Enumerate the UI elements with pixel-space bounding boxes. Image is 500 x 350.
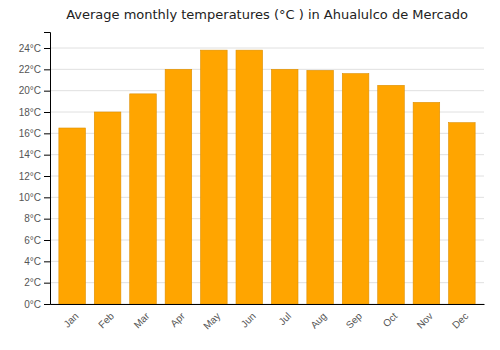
- bar: [413, 102, 440, 304]
- tick-label: Sep: [344, 310, 365, 331]
- tick-mark: [44, 283, 50, 284]
- tick: 10°C: [19, 192, 50, 203]
- tick-label: 12°C: [19, 171, 41, 182]
- grid-line: [50, 48, 484, 49]
- tick-label: Jul: [276, 310, 293, 327]
- bar: [236, 50, 263, 304]
- tick: Sep: [344, 310, 365, 331]
- tick: 24°C: [19, 43, 50, 54]
- bar: [307, 70, 334, 304]
- tick: 4°C: [24, 256, 50, 267]
- tick-mark: [44, 133, 50, 134]
- grid-line: [50, 69, 484, 70]
- tick: Jun: [239, 310, 258, 329]
- tick: 16°C: [19, 128, 50, 139]
- tick: 6°C: [24, 235, 50, 246]
- tick: 14°C: [19, 149, 50, 160]
- tick-mark: [44, 240, 50, 241]
- y-axis: 0°C 2°C 4°C 6°C 8°C 10°C 12°C 14°C 16°C 18°C 20°C 2…: [19, 33, 51, 310]
- tick-label: 14°C: [19, 149, 41, 160]
- tick-label: 20°C: [19, 85, 41, 96]
- tick-mark: [44, 261, 50, 262]
- bar: [165, 69, 192, 304]
- bar: [342, 74, 369, 304]
- tick: 20°C: [19, 85, 50, 96]
- tick: Aug: [308, 310, 328, 330]
- grid-line: [50, 90, 484, 91]
- title: Average monthly temperatures (°C ) in Ah…: [66, 7, 468, 22]
- tick-mark: [44, 69, 50, 70]
- plot-area: [59, 50, 475, 304]
- tick-label: 16°C: [19, 128, 41, 139]
- tick: Mar: [132, 310, 152, 330]
- tick-mark: [44, 112, 50, 113]
- tick-label: 10°C: [19, 192, 41, 203]
- tick-mark: [44, 155, 50, 156]
- tick-label: Apr: [168, 310, 187, 329]
- grid: [50, 48, 484, 304]
- tick-label: 6°C: [24, 235, 41, 246]
- tick: 12°C: [19, 171, 50, 182]
- tick: 2°C: [24, 277, 50, 288]
- tick: Jul: [276, 310, 293, 327]
- bar: [449, 123, 476, 304]
- bar: [130, 94, 157, 304]
- tick: 18°C: [19, 107, 50, 118]
- bar: [271, 69, 298, 304]
- tick-mark: [44, 219, 50, 220]
- tick: Oct: [381, 310, 400, 329]
- tick: 22°C: [19, 64, 50, 75]
- tick-label: 0°C: [24, 299, 41, 310]
- tick-label: Nov: [415, 310, 435, 330]
- bar: [378, 85, 405, 304]
- tick: Feb: [96, 310, 116, 330]
- tick-mark: [44, 304, 50, 305]
- tick-label: 22°C: [19, 64, 41, 75]
- bar: [94, 112, 121, 304]
- tick-label: May: [201, 310, 222, 331]
- tick: May: [201, 310, 222, 331]
- tick-label: Feb: [96, 310, 116, 330]
- tick-label: 8°C: [24, 213, 41, 224]
- tick: Dec: [450, 310, 470, 330]
- tick: Jan: [61, 310, 80, 329]
- bar: [201, 50, 228, 304]
- tick: Nov: [415, 310, 435, 330]
- tick-mark: [44, 176, 50, 177]
- x-axis: Jan Feb Mar Apr May Jun Jul Aug Sep Oct Nov Dec: [51, 305, 485, 332]
- tick-mark: [44, 48, 50, 49]
- tick-label: 18°C: [19, 107, 41, 118]
- tick-label: 4°C: [24, 256, 41, 267]
- tick: 8°C: [24, 213, 50, 224]
- tick: 0°C: [24, 299, 50, 310]
- tick-mark: [44, 91, 50, 92]
- tick-label: Jan: [61, 310, 80, 329]
- tick-label: Oct: [381, 310, 400, 329]
- tick-label: Mar: [132, 310, 152, 330]
- tick: Apr: [168, 310, 187, 329]
- tick-label: Dec: [450, 310, 470, 330]
- tick-label: Aug: [308, 310, 328, 330]
- tick-label: Jun: [239, 310, 258, 329]
- tick-mark: [44, 197, 50, 198]
- tick-label: 2°C: [24, 277, 41, 288]
- bar: [59, 128, 86, 304]
- axis-line: [51, 304, 485, 305]
- chart: 0°C 2°C 4°C 6°C 8°C 10°C 12°C 14°C 16°C 18°C 20°C 2…: [0, 0, 500, 350]
- axis-line: [44, 33, 51, 305]
- tick-label: 24°C: [19, 43, 41, 54]
